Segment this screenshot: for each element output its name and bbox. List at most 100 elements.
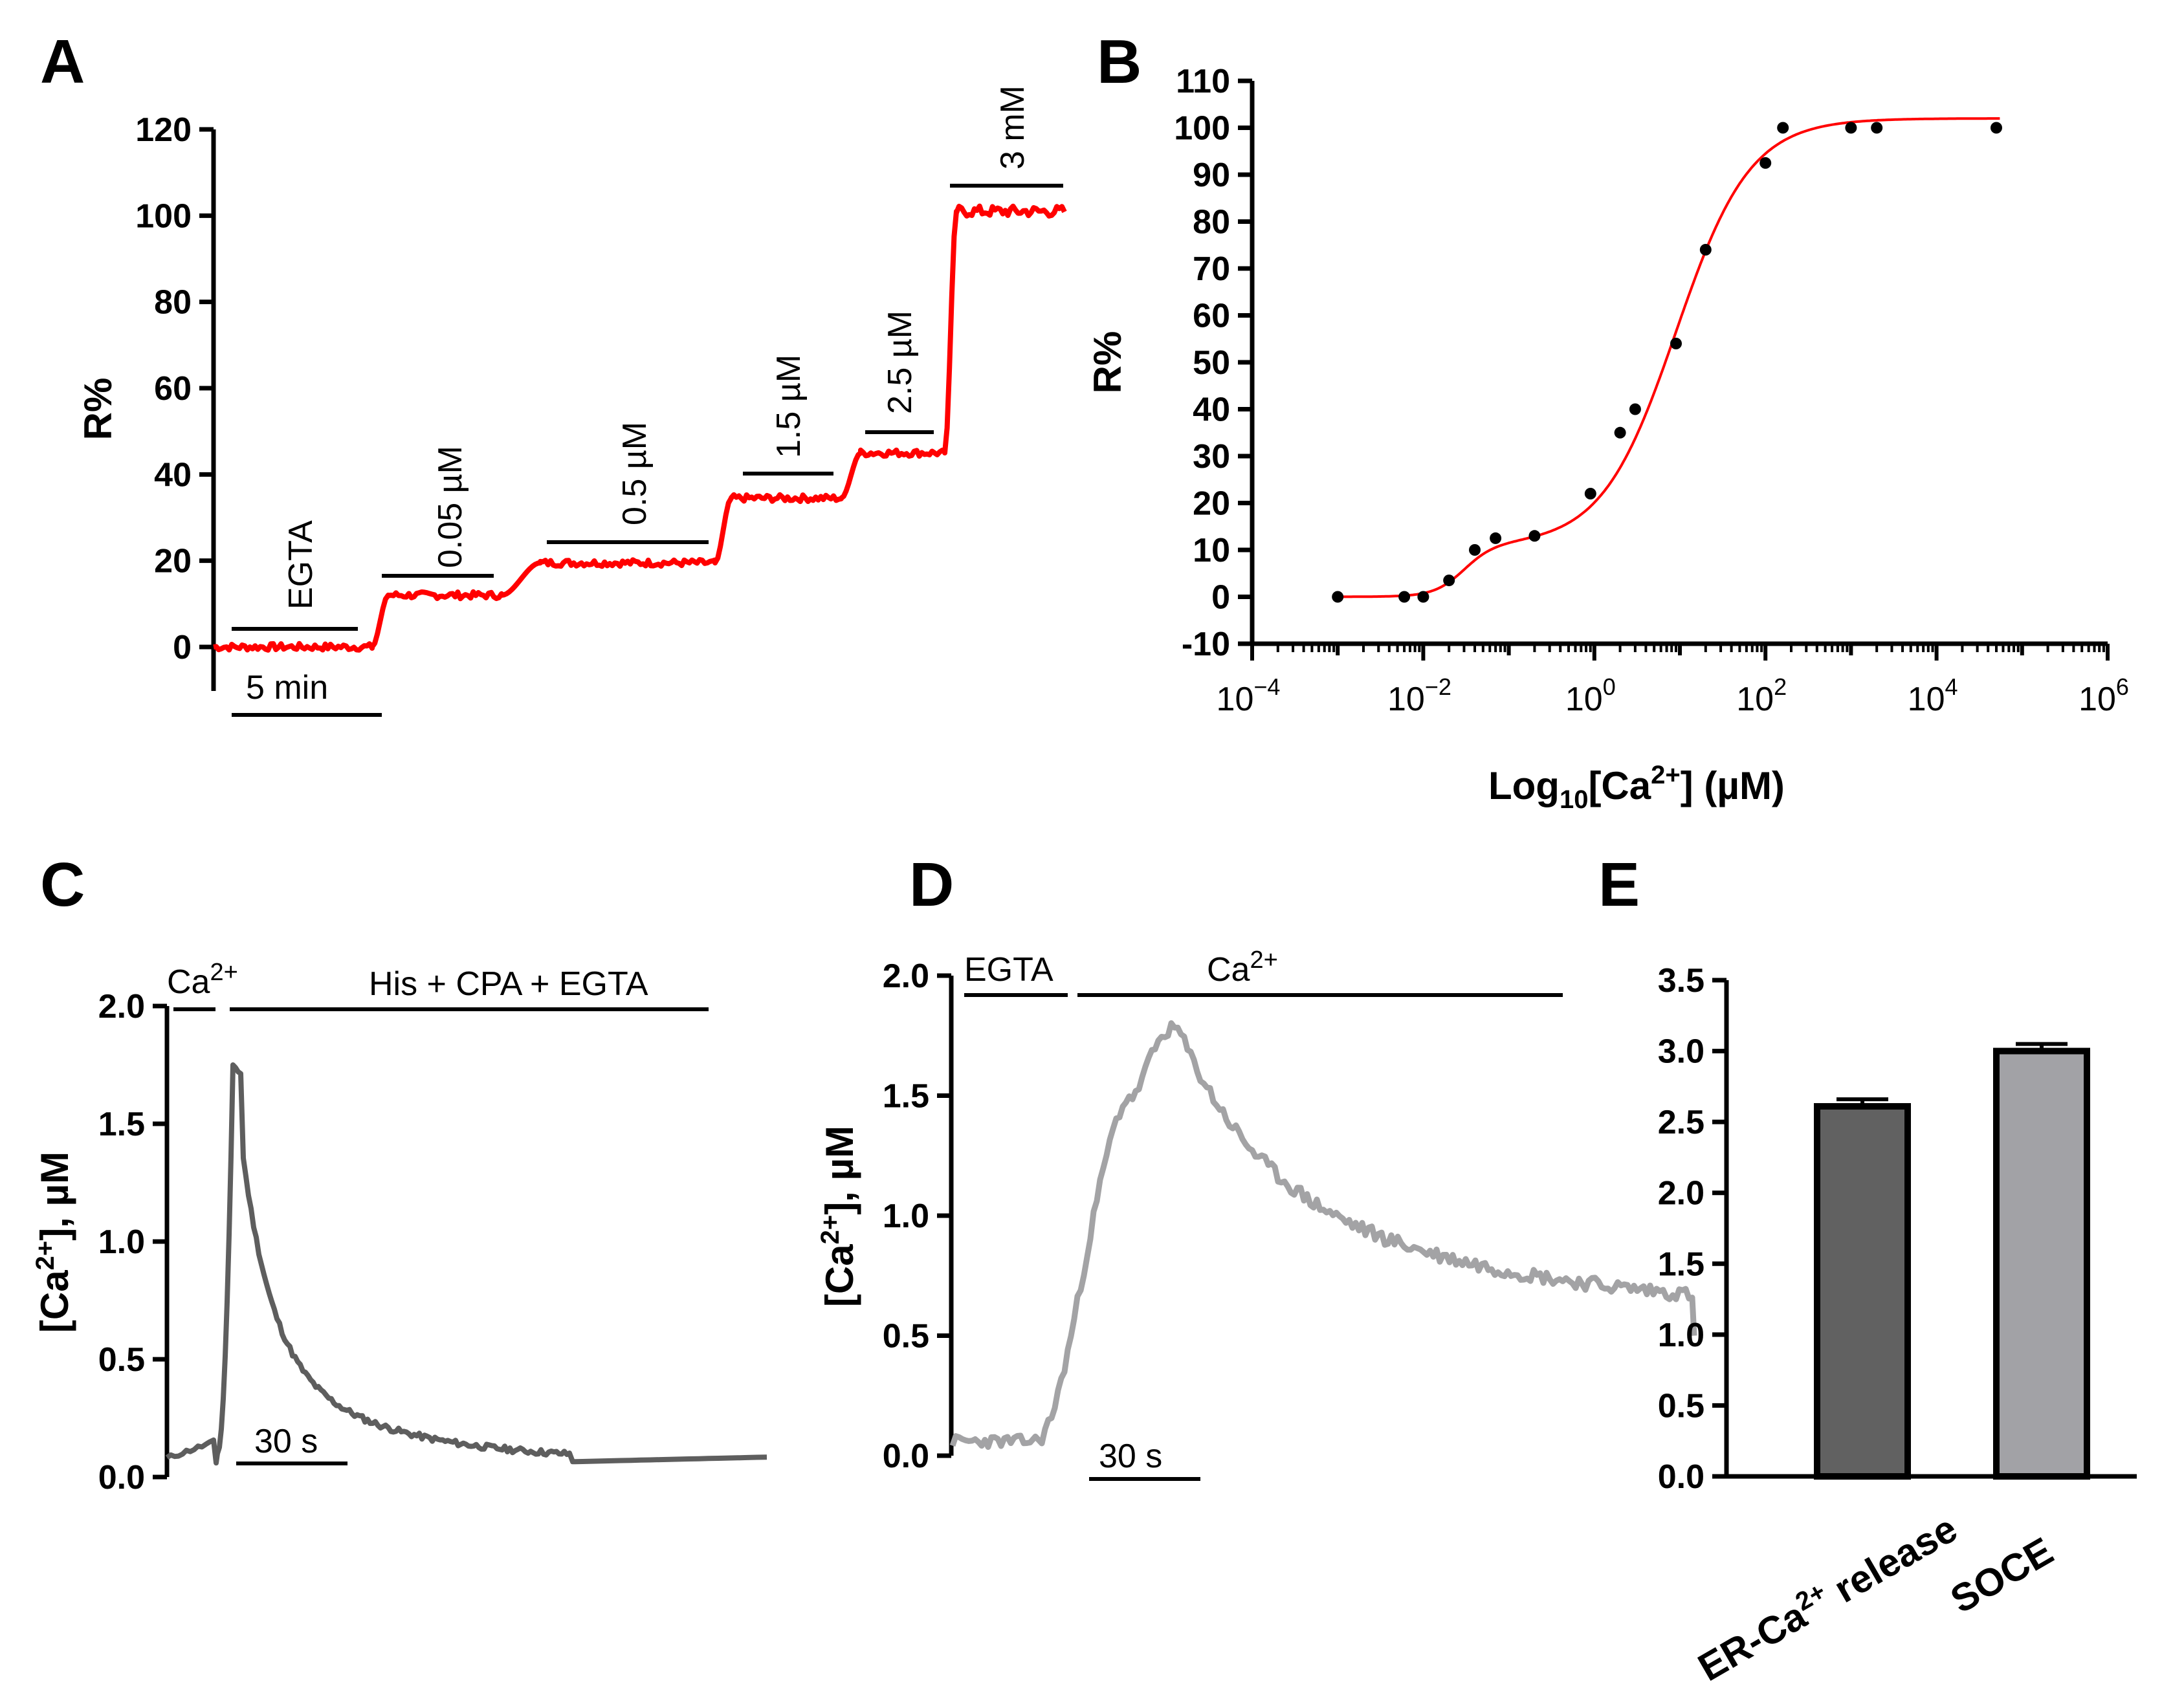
e-ytick-label-3: 1.5 <box>1658 1245 1704 1283</box>
b-xtick-label-5: 106 <box>2079 673 2129 718</box>
b-ytick-label-9: 80 <box>1193 204 1230 241</box>
b-point-11 <box>1699 244 1712 256</box>
a-label-3mm: 3 mM <box>994 85 1031 170</box>
a-step-bars <box>232 184 1063 631</box>
b-xtick-base: 10 <box>1908 681 1945 718</box>
b-point-13 <box>1777 122 1789 134</box>
e-bar-0 <box>1814 1103 1911 1480</box>
d-ytick-label-0: 0.0 <box>883 1438 929 1475</box>
e-ytick-label-0: 0.0 <box>1658 1458 1704 1496</box>
b-point-7 <box>1584 488 1596 499</box>
c-label-ca-base: Ca <box>167 963 210 1001</box>
c-ytick-label-1: 0.5 <box>98 1341 145 1379</box>
b-ytick-label-7: 60 <box>1193 298 1230 335</box>
b-point-3 <box>1443 575 1455 587</box>
b-data-points <box>1332 122 2002 603</box>
e-ytick-label-1: 0.5 <box>1658 1387 1704 1425</box>
d-series-line <box>949 1020 1697 1450</box>
b-x-label-pre: Log <box>1488 764 1560 807</box>
b-point-1 <box>1398 591 1411 603</box>
c-label-ca-sup: 2+ <box>210 959 237 986</box>
b-xtick-label-1: 10−2 <box>1387 673 1451 718</box>
a-label-egta: EGTA <box>282 520 320 609</box>
a-ytick-label-3: 60 <box>154 370 192 408</box>
a-y-label: R% <box>76 378 120 441</box>
b-ytick-label-11: 100 <box>1174 110 1230 148</box>
e-bars <box>1814 1042 2090 1480</box>
e-ytick-label-5: 2.5 <box>1658 1104 1704 1141</box>
c-scale-label: 30 s <box>254 1423 318 1460</box>
b-point-0 <box>1332 591 1344 603</box>
b-xtick-base: 10 <box>2079 681 2116 718</box>
a-step-labels: EGTA 0.05 µM 0.5 µM 1.5 µM 2.5 µM 3 mM <box>282 85 1031 609</box>
e-category-label-0: ER-Ca2+ release <box>1690 1505 1965 1689</box>
b-ytick-label-12: 110 <box>1176 63 1230 100</box>
a-ytick-label-6: 120 <box>135 111 192 149</box>
e-cat0-pre: ER-Ca <box>1691 1593 1814 1689</box>
e-ytick-label-2: 1.0 <box>1658 1317 1704 1354</box>
c-series-line <box>165 1062 767 1466</box>
b-x-label-mid: [Ca <box>1588 764 1651 807</box>
b-xtick-base: 10 <box>1217 681 1254 718</box>
b-ytick-label-1: 0 <box>1211 579 1230 617</box>
b-xtick-exp: −2 <box>1425 673 1451 700</box>
a-label-005: 0.05 µM <box>432 446 469 568</box>
a-ytick-label-0: 0 <box>173 629 192 666</box>
b-point-6 <box>1528 530 1541 542</box>
panel-d: 0.00.51.01.52.0 [Ca2+], µM EGTA Ca2+ 30 … <box>816 947 1697 1481</box>
d-label-ca-sup: 2+ <box>1250 947 1277 974</box>
b-xtick-label-0: 10−4 <box>1217 673 1281 718</box>
b-xtick-base: 10 <box>1736 681 1774 718</box>
e-ytick-label-6: 3.0 <box>1658 1033 1704 1071</box>
b-point-12 <box>1759 157 1772 169</box>
b-xtick-exp: 6 <box>2116 673 2129 700</box>
b-ytick-label-6: 50 <box>1193 344 1230 382</box>
b-ytick-label-0: -10 <box>1182 626 1230 663</box>
panel-label-b: B <box>1097 27 1142 96</box>
b-xtick-label-2: 100 <box>1565 673 1616 718</box>
a-ytick-label-4: 80 <box>154 284 192 322</box>
b-ytick-label-4: 30 <box>1193 438 1230 476</box>
panel-label-e: E <box>1598 850 1640 919</box>
b-ytick-label-5: 40 <box>1193 391 1230 429</box>
c-ytick-label-2: 1.0 <box>98 1223 145 1261</box>
a-series-line <box>213 203 1067 653</box>
panel-label-d: D <box>909 850 954 919</box>
d-ytick-label-3: 1.5 <box>883 1078 929 1115</box>
b-ytick-label-8: 70 <box>1193 250 1230 288</box>
a-y-ticks: 0 20 40 60 80 100 120 <box>135 111 214 666</box>
b-x-label-post: ] (µM) <box>1681 764 1785 807</box>
c-y-label-pre: [Ca <box>33 1270 76 1333</box>
b-xtick-label-3: 102 <box>1736 673 1787 718</box>
c-ytick-label-0: 0.0 <box>98 1459 145 1496</box>
b-point-14 <box>1845 122 1857 134</box>
b-xtick-exp: 2 <box>1774 673 1787 700</box>
a-label-05: 0.5 µM <box>616 422 654 525</box>
b-y-ticks: -10 0 10 20 30 40 50 60 70 80 90 100 110 <box>1174 63 1252 663</box>
b-point-8 <box>1614 426 1626 439</box>
b-point-9 <box>1629 403 1641 415</box>
d-scale-label: 30 s <box>1099 1438 1162 1475</box>
d-y-label-post: ], µM <box>818 1126 861 1215</box>
b-point-2 <box>1417 591 1429 603</box>
d-y-label-pre: [Ca <box>818 1244 861 1307</box>
panel-label-a: A <box>40 27 85 96</box>
panel-a: 0 20 40 60 80 100 120 R% EGTA 0.05 µM 0.5 µM 1… <box>76 85 1067 717</box>
e-ytick-label-7: 3.5 <box>1658 962 1704 1000</box>
b-xtick-base: 10 <box>1565 681 1603 718</box>
c-y-label-post: ], µM <box>33 1152 76 1241</box>
b-xtick-label-4: 104 <box>1908 673 1958 718</box>
c-y-ticks: 0.0 0.5 1.0 1.5 2.0 <box>98 988 167 1496</box>
b-xtick-exp: 0 <box>1603 673 1616 700</box>
b-xtick-exp: −4 <box>1253 673 1280 700</box>
e-bar-1 <box>1993 1047 2090 1480</box>
d-label-ca-base: Ca <box>1207 951 1250 989</box>
c-ytick-label-4: 2.0 <box>98 988 145 1025</box>
a-ytick-label-1: 20 <box>154 543 192 580</box>
d-ytick-label-4: 2.0 <box>883 958 929 995</box>
b-ytick-label-3: 20 <box>1193 485 1230 523</box>
b-point-10 <box>1670 338 1682 349</box>
b-point-4 <box>1469 544 1481 556</box>
b-xtick-exp: 4 <box>1945 673 1958 700</box>
